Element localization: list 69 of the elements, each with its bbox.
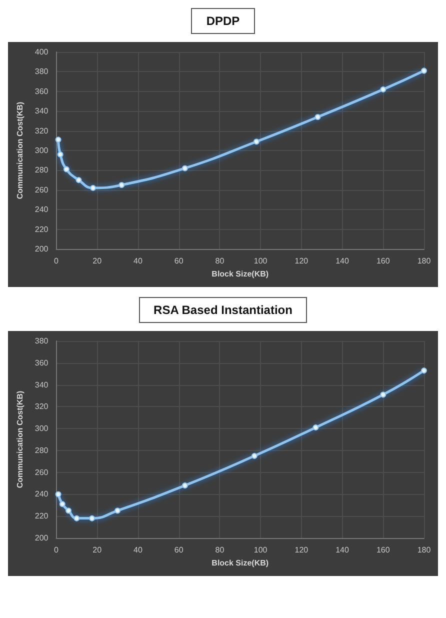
y-tick-label: 240	[34, 490, 49, 499]
point	[63, 166, 70, 172]
x-tick-label: 140	[336, 256, 350, 266]
y-tick-label: 400	[34, 48, 49, 56]
y-tick-label: 260	[34, 185, 49, 194]
y-tick-label: 360	[34, 358, 49, 368]
point	[89, 515, 95, 522]
x-axis-title: Block Size(KB)	[212, 269, 269, 278]
point	[314, 114, 321, 120]
point	[380, 86, 386, 92]
y-tick-label: 280	[34, 446, 49, 455]
x-tick-label: 20	[92, 256, 102, 266]
point	[182, 165, 188, 172]
point	[74, 515, 80, 522]
point	[421, 68, 427, 74]
x-tick-label: 160	[376, 256, 390, 266]
x-tick-label: 180	[417, 256, 432, 266]
y-tick-label: 380	[34, 67, 49, 76]
y-tick-label: 280	[34, 166, 49, 175]
point	[55, 491, 62, 498]
y-tick-label: 340	[34, 106, 49, 116]
x-tick-label: 0	[54, 546, 60, 554]
y-tick-label: 340	[34, 380, 49, 390]
point	[57, 151, 64, 158]
x-tick-label: 100	[254, 256, 268, 266]
x-tick-label: 160	[376, 546, 390, 554]
chart-title: RSA Based Instantiation	[138, 297, 308, 323]
y-tick-label: 300	[34, 424, 49, 434]
point	[253, 138, 260, 145]
x-tick-label: 120	[294, 256, 309, 266]
point	[380, 392, 386, 398]
x-tick-label: 20	[92, 546, 102, 554]
y-tick-label: 220	[34, 512, 49, 521]
y-axis-title: Communication Cost(KB)	[16, 102, 24, 200]
point	[114, 508, 121, 514]
y-tick-label: 300	[34, 146, 49, 155]
y-tick-label: 360	[34, 86, 49, 96]
x-tick-label: 60	[174, 546, 184, 554]
point	[421, 368, 427, 374]
point	[66, 508, 72, 514]
y-axis-title: Communication Cost(KB)	[16, 390, 24, 488]
y-tick-label: 320	[34, 126, 49, 136]
y-tick-label: 320	[34, 402, 49, 412]
point	[59, 501, 66, 508]
x-tick-label: 80	[215, 546, 225, 554]
y-tick-label: 220	[34, 224, 49, 234]
chart-title: DPDP	[191, 8, 255, 34]
y-tick-label: 200	[34, 244, 49, 254]
x-axis-title: Block Size(KB)	[212, 558, 269, 568]
x-tick-label: 60	[174, 256, 184, 266]
x-tick-label: 180	[417, 546, 432, 554]
x-tick-label: 80	[215, 256, 225, 266]
x-tick-label: 0	[54, 256, 60, 266]
point	[251, 452, 258, 459]
y-tick-label: 200	[34, 534, 49, 542]
point	[55, 136, 62, 143]
x-tick-label: 120	[294, 546, 309, 554]
x-tick-label: 40	[134, 546, 143, 554]
y-tick-label: 240	[34, 205, 49, 214]
point	[90, 184, 96, 191]
point	[118, 182, 125, 188]
y-tick-label: 380	[34, 336, 49, 346]
y-tick-label: 260	[34, 468, 49, 477]
x-tick-label: 140	[336, 546, 350, 554]
point	[76, 177, 82, 184]
point	[182, 482, 188, 488]
point	[312, 424, 319, 430]
x-tick-label: 40	[134, 256, 143, 266]
x-tick-label: 100	[254, 546, 268, 554]
